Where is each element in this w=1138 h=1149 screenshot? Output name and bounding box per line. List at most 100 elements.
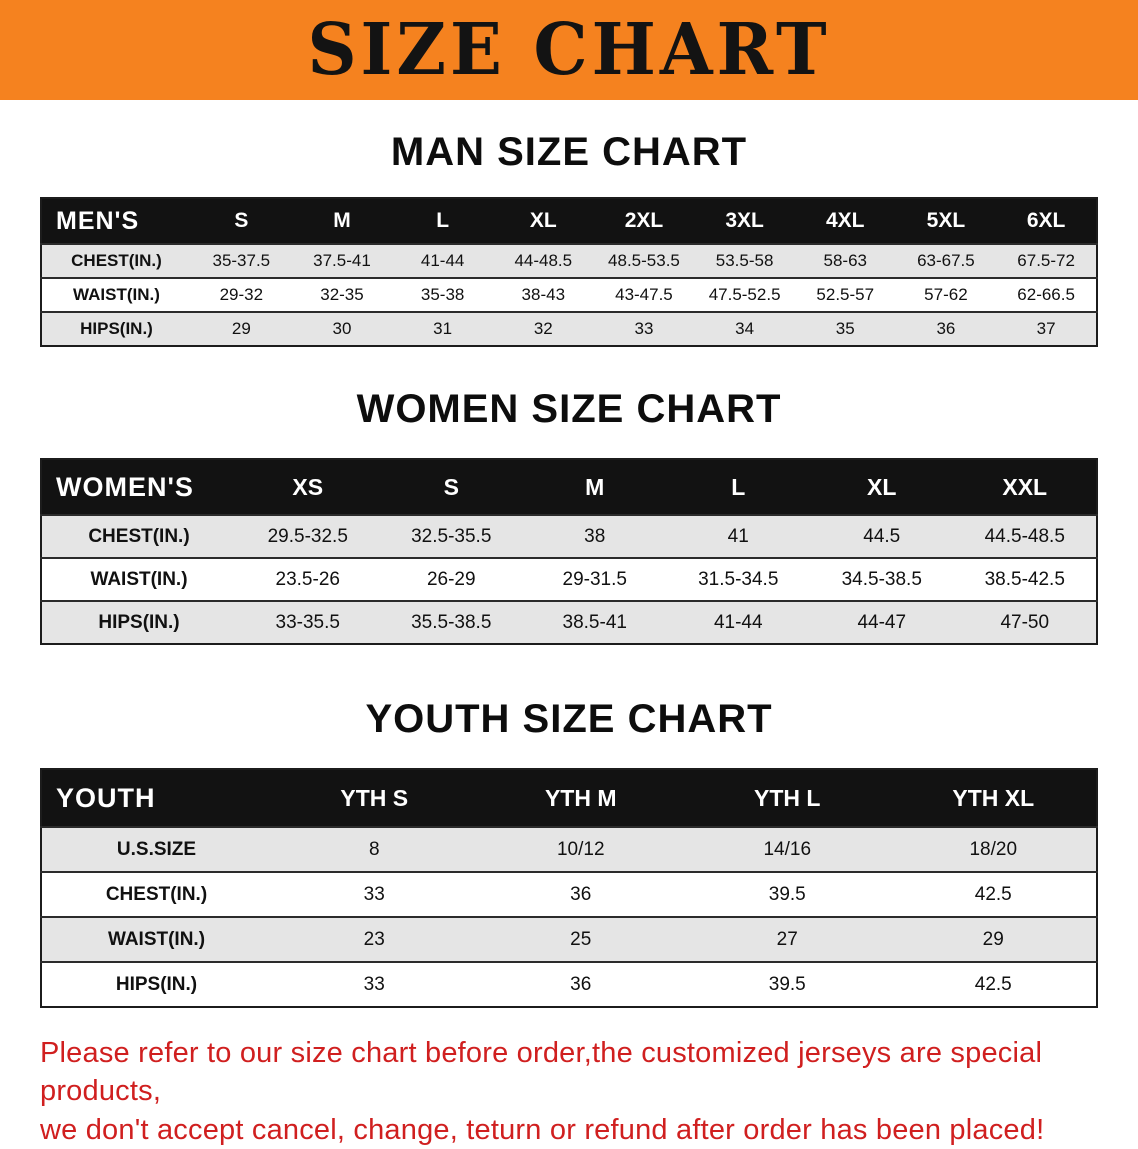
cell-value: 43-47.5 [593,277,695,312]
cell-value: 63-67.5 [895,243,997,278]
column-header: YTH M [477,769,684,827]
men-size-table: MEN'S S M L XL 2XL 3XL 4XL 5XL 6XL CHEST(IN.) 35-37… [40,197,1098,347]
cell-value: 53.5-58 [694,243,795,278]
cell-value: 44-47 [810,600,954,644]
row-label: HIPS(IN.) [41,600,236,644]
cell-value: 29 [890,916,1097,962]
cell-value: 47.5-52.5 [694,277,795,312]
cell-value: 36 [477,961,684,1007]
row-label: WAIST(IN.) [41,916,271,962]
column-header: M [291,198,393,244]
cell-value: 36 [477,871,684,917]
table-title: YOUTH [41,769,271,827]
women-size-table: WOMEN'S XS S M L XL XXL CHEST(IN.) 29.5-32.5 32.5… [40,458,1098,645]
cell-value: 35.5-38.5 [379,600,523,644]
cell-value: 23 [271,916,478,962]
table-row: CHEST(IN.) 35-37.5 37.5-41 41-44 44-48.5 48.5… [41,243,1097,278]
column-header: XL [492,198,594,244]
table-row: WAIST(IN.) 23 25 27 29 [41,916,1097,962]
youth-size-table: YOUTH YTH S YTH M YTH L YTH XL U.S.SIZE 8 10/12… [40,768,1098,1008]
cell-value: 38.5-42.5 [953,557,1097,601]
cell-value: 57-62 [895,277,997,312]
cell-value: 37.5-41 [291,243,393,278]
cell-value: 62-66.5 [996,277,1097,312]
column-header: YTH S [271,769,478,827]
column-header: S [191,198,292,244]
size-chart-banner: SIZE CHART [0,0,1138,100]
cell-value: 31 [392,311,493,346]
row-label: WAIST(IN.) [41,557,236,601]
cell-value: 35-37.5 [191,243,292,278]
cell-value: 67.5-72 [996,243,1097,278]
cell-value: 29-32 [191,277,292,312]
table-row: HIPS(IN.) 29 30 31 32 33 34 35 36 37 [41,311,1097,346]
table-header-row: WOMEN'S XS S M L XL XXL [41,459,1097,515]
table-title: MEN'S [41,198,191,244]
cell-value: 44.5-48.5 [953,514,1097,558]
table-row: CHEST(IN.) 33 36 39.5 42.5 [41,871,1097,917]
cell-value: 38 [523,514,667,558]
cell-value: 39.5 [684,961,891,1007]
cell-value: 35 [794,311,896,346]
disclaimer-line-2: we don't accept cancel, change, teturn o… [40,1113,1045,1146]
table-header-row: MEN'S S M L XL 2XL 3XL 4XL 5XL 6XL [41,198,1097,244]
table-row: WAIST(IN.) 29-32 32-35 35-38 38-43 43-47.5 47.… [41,277,1097,312]
row-label: WAIST(IN.) [41,277,191,312]
table-row: HIPS(IN.) 33-35.5 35.5-38.5 38.5-41 41-44 44-… [41,600,1097,644]
cell-value: 44-48.5 [492,243,594,278]
cell-value: 38-43 [492,277,594,312]
cell-value: 32 [492,311,594,346]
cell-value: 30 [291,311,393,346]
cell-value: 58-63 [794,243,896,278]
column-header: YTH L [684,769,891,827]
cell-value: 33 [271,871,478,917]
cell-value: 8 [271,826,478,872]
banner-title: SIZE CHART [307,8,831,93]
cell-value: 41-44 [392,243,493,278]
column-header: 6XL [996,198,1097,244]
table-row: CHEST(IN.) 29.5-32.5 32.5-35.5 38 41 44.5 44.5… [41,514,1097,558]
cell-value: 33 [593,311,695,346]
column-header: 3XL [694,198,795,244]
cell-value: 34 [694,311,795,346]
cell-value: 36 [895,311,997,346]
cell-value: 47-50 [953,600,1097,644]
cell-value: 33 [271,961,478,1007]
man-size-chart-heading: MAN SIZE CHART [390,130,748,174]
row-label: HIPS(IN.) [41,311,191,346]
cell-value: 42.5 [890,961,1097,1007]
cell-value: 44.5 [810,514,954,558]
women-size-chart-heading: WOMEN SIZE CHART [356,387,782,431]
youth-size-chart-heading: YOUTH SIZE CHART [365,697,773,741]
cell-value: 39.5 [684,871,891,917]
table-header-row: YOUTH YTH S YTH M YTH L YTH XL [41,769,1097,827]
table-title: WOMEN'S [41,459,236,515]
cell-value: 14/16 [684,826,891,872]
column-header: 4XL [794,198,896,244]
column-header: L [392,198,493,244]
cell-value: 26-29 [379,557,523,601]
column-header: XXL [953,459,1097,515]
cell-value: 27 [684,916,891,962]
cell-value: 29-31.5 [523,557,667,601]
cell-value: 18/20 [890,826,1097,872]
table-row: WAIST(IN.) 23.5-26 26-29 29-31.5 31.5-34.5 34… [41,557,1097,601]
row-label: CHEST(IN.) [41,514,236,558]
cell-value: 41 [666,514,810,558]
cell-value: 29.5-32.5 [236,514,380,558]
cell-value: 34.5-38.5 [810,557,954,601]
column-header: S [379,459,523,515]
cell-value: 37 [996,311,1097,346]
cell-value: 32.5-35.5 [379,514,523,558]
row-label: CHEST(IN.) [41,871,271,917]
cell-value: 23.5-26 [236,557,380,601]
table-row: HIPS(IN.) 33 36 39.5 42.5 [41,961,1097,1007]
cell-value: 38.5-41 [523,600,667,644]
table-row: U.S.SIZE 8 10/12 14/16 18/20 [41,826,1097,872]
cell-value: 52.5-57 [794,277,896,312]
cell-value: 31.5-34.5 [666,557,810,601]
cell-value: 41-44 [666,600,810,644]
column-header: XL [810,459,954,515]
cell-value: 35-38 [392,277,493,312]
row-label: CHEST(IN.) [41,243,191,278]
